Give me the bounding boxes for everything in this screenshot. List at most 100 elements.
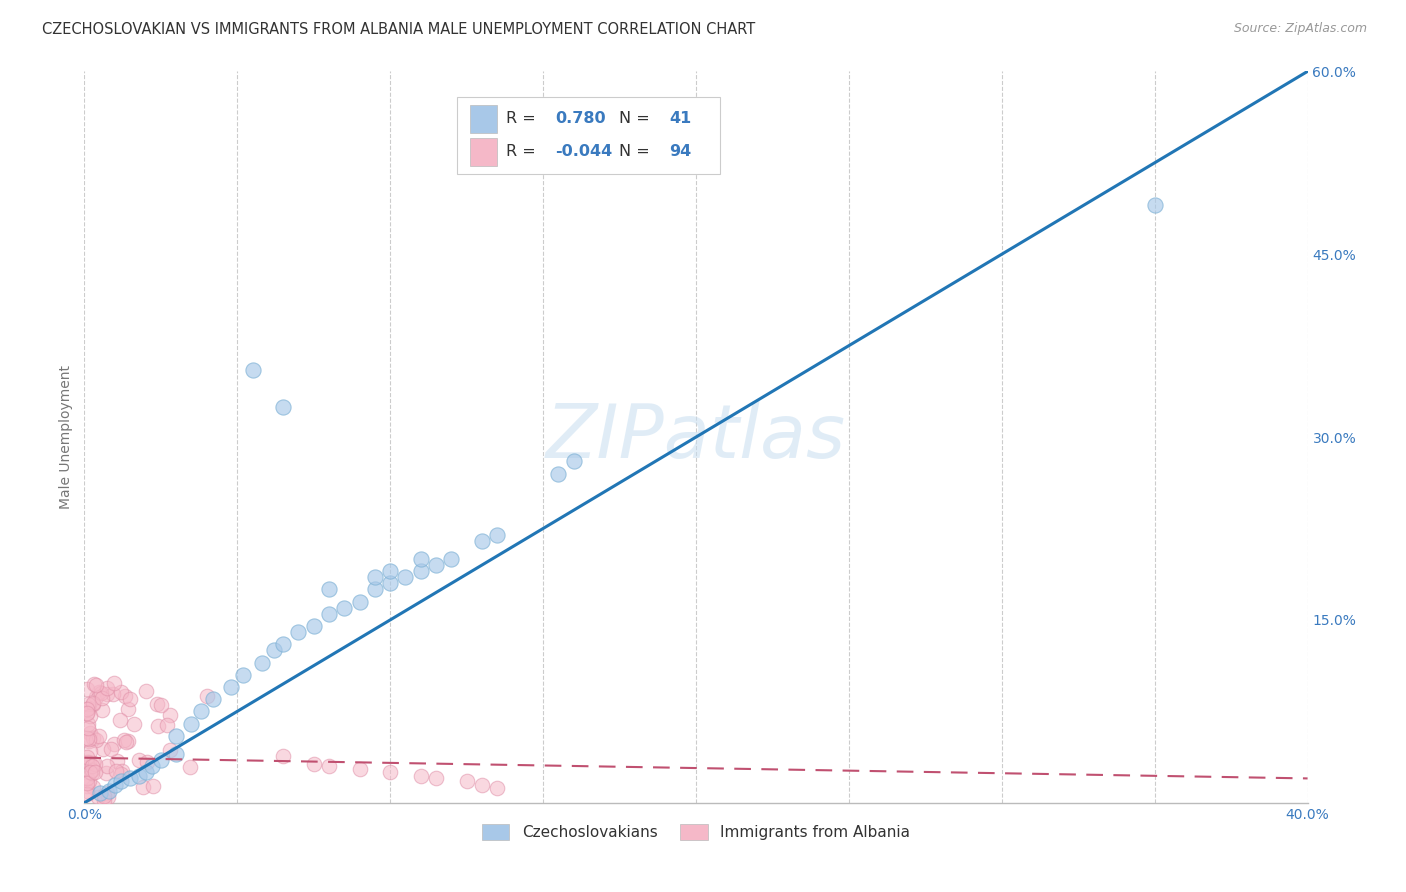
Point xyxy=(97,783,120,797)
Point xyxy=(486,527,509,541)
Point xyxy=(159,708,181,723)
Point xyxy=(93,792,115,806)
Point xyxy=(117,734,139,748)
Point xyxy=(190,705,212,719)
Point xyxy=(142,779,165,793)
Point xyxy=(77,721,100,735)
Text: N =: N = xyxy=(619,145,655,160)
Point xyxy=(82,756,104,770)
Point xyxy=(547,467,569,481)
Point xyxy=(77,774,100,789)
Point xyxy=(101,687,124,701)
Point xyxy=(250,656,273,670)
Point xyxy=(135,683,157,698)
Point xyxy=(79,744,101,758)
Point xyxy=(84,764,107,779)
Point xyxy=(128,753,150,767)
Point xyxy=(76,682,98,697)
Point xyxy=(440,552,463,566)
Point xyxy=(76,731,98,746)
Point xyxy=(79,732,101,747)
Point xyxy=(110,767,132,781)
Point xyxy=(471,533,494,548)
Point xyxy=(84,732,107,747)
Text: 41: 41 xyxy=(669,112,692,127)
Point xyxy=(380,564,402,578)
Point xyxy=(79,709,101,723)
Text: CZECHOSLOVAKIAN VS IMMIGRANTS FROM ALBANIA MALE UNEMPLOYMENT CORRELATION CHART: CZECHOSLOVAKIAN VS IMMIGRANTS FROM ALBAN… xyxy=(42,22,755,37)
Text: 0.780: 0.780 xyxy=(555,112,606,127)
Point xyxy=(93,789,115,803)
Point xyxy=(76,706,98,721)
Point xyxy=(425,772,447,786)
Point xyxy=(456,773,478,788)
Point xyxy=(195,689,218,703)
Point xyxy=(76,697,98,711)
Text: ZIPatlas: ZIPatlas xyxy=(546,401,846,473)
Point xyxy=(105,754,128,768)
Point xyxy=(87,790,110,805)
Point xyxy=(90,686,112,700)
Point xyxy=(76,771,98,785)
Point xyxy=(91,742,114,756)
Point xyxy=(380,765,402,780)
Point xyxy=(83,677,105,691)
Point xyxy=(149,698,172,713)
Point xyxy=(165,747,187,761)
Point xyxy=(165,729,187,743)
Point xyxy=(562,454,585,468)
Point xyxy=(271,400,294,414)
Text: -0.044: -0.044 xyxy=(555,145,613,160)
Point xyxy=(89,786,111,800)
Point xyxy=(1143,198,1166,212)
Point xyxy=(110,713,132,727)
Point xyxy=(149,753,172,767)
Point xyxy=(180,716,202,731)
Point xyxy=(111,764,134,778)
Point xyxy=(110,685,132,699)
Text: R =: R = xyxy=(506,112,541,127)
Point xyxy=(114,690,136,704)
Point xyxy=(232,667,254,681)
Point xyxy=(132,780,155,795)
Point xyxy=(76,750,98,764)
Point xyxy=(84,757,107,772)
Point xyxy=(103,737,125,751)
Point xyxy=(76,779,98,793)
Point xyxy=(219,680,242,694)
Point xyxy=(179,760,201,774)
Point xyxy=(201,692,224,706)
Point xyxy=(100,742,122,756)
Point xyxy=(96,758,118,772)
Y-axis label: Male Unemployment: Male Unemployment xyxy=(59,365,73,509)
Point xyxy=(79,734,101,748)
Point xyxy=(79,764,101,779)
Point xyxy=(82,764,104,778)
Point xyxy=(76,706,98,721)
Point xyxy=(135,765,157,780)
FancyBboxPatch shape xyxy=(470,138,496,166)
Point xyxy=(96,786,118,800)
Point xyxy=(333,600,356,615)
Point xyxy=(156,717,179,731)
Point xyxy=(96,789,118,804)
Point xyxy=(76,784,98,798)
Point xyxy=(146,719,169,733)
Point xyxy=(82,696,104,710)
Point xyxy=(318,759,340,773)
Point xyxy=(79,726,101,740)
Point xyxy=(364,570,387,584)
Point xyxy=(122,717,145,731)
Point xyxy=(104,778,127,792)
Point xyxy=(82,759,104,773)
Point xyxy=(471,778,494,792)
Point xyxy=(120,772,142,786)
Point xyxy=(349,594,371,608)
Point xyxy=(409,769,432,783)
Point xyxy=(76,776,98,790)
Point xyxy=(302,756,325,771)
Point xyxy=(128,769,150,783)
Point xyxy=(96,681,118,695)
Point xyxy=(271,637,294,651)
Point xyxy=(82,731,104,745)
